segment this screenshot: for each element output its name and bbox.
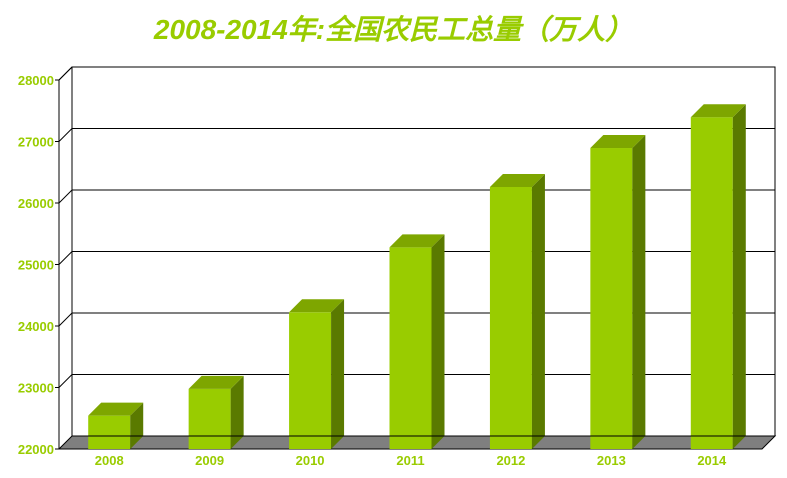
- gridline-side: [58, 128, 73, 142]
- bar-front: [88, 415, 131, 449]
- y-axis-ticks: 22000 23000 24000 25000 26000 27000 28000: [18, 73, 59, 457]
- bar-2009: [188, 375, 244, 449]
- y-tick-label: 22000: [18, 442, 54, 457]
- bar-top: [188, 375, 244, 389]
- bar-2011: [389, 234, 445, 449]
- x-tick-label: 2014: [697, 453, 727, 468]
- y-tick-label: 27000: [18, 135, 54, 150]
- y-tick-label: 24000: [18, 319, 54, 334]
- x-axis-ticks: 2008 2009 2010 2011 2012 2013 2014: [95, 453, 727, 468]
- bar-front: [188, 388, 231, 449]
- y-tick-label: 28000: [18, 73, 54, 88]
- gridline-side: [58, 189, 73, 204]
- bar-2013: [590, 135, 646, 450]
- bar-side: [230, 375, 244, 449]
- bar-top: [389, 234, 445, 248]
- x-tick-label: 2008: [95, 453, 124, 468]
- bar-side: [632, 135, 646, 450]
- bar-2010: [289, 299, 345, 449]
- bar-front: [690, 117, 733, 450]
- chart-title: 2008-2014年:全国农民工总量（万人）: [153, 14, 634, 45]
- x-tick-label: 2010: [296, 453, 325, 468]
- bar-side: [431, 234, 445, 449]
- y-tick-label: 25000: [18, 258, 54, 273]
- y-tick-label: 23000: [18, 381, 54, 396]
- bar-top: [289, 299, 345, 313]
- y-tick-label: 26000: [18, 196, 54, 211]
- bar-2012: [489, 173, 545, 450]
- bar-front: [489, 186, 532, 450]
- side-wall-top-edge: [58, 66, 73, 81]
- gridline-side: [58, 312, 73, 327]
- x-tick-label: 2013: [597, 453, 626, 468]
- bar-2014: [690, 104, 746, 450]
- bar-front: [289, 312, 332, 449]
- bar-top: [88, 402, 144, 416]
- bar-2008: [88, 402, 144, 449]
- bar-top: [690, 104, 746, 118]
- bar-side: [331, 299, 345, 449]
- x-tick-label: 2011: [396, 453, 424, 468]
- x-tick-label: 2012: [496, 453, 525, 468]
- gridline-side: [58, 251, 73, 265]
- gridline-side: [58, 374, 73, 388]
- back-wall: [71, 66, 776, 437]
- bar-side: [732, 104, 746, 450]
- bar-front: [590, 148, 633, 450]
- bar-side: [130, 402, 144, 449]
- bar-front: [389, 247, 432, 449]
- x-tick-label: 2009: [195, 453, 224, 468]
- bars: [88, 104, 746, 450]
- bar-side: [531, 173, 545, 450]
- bar-top: [590, 135, 646, 149]
- bar-top: [489, 173, 545, 187]
